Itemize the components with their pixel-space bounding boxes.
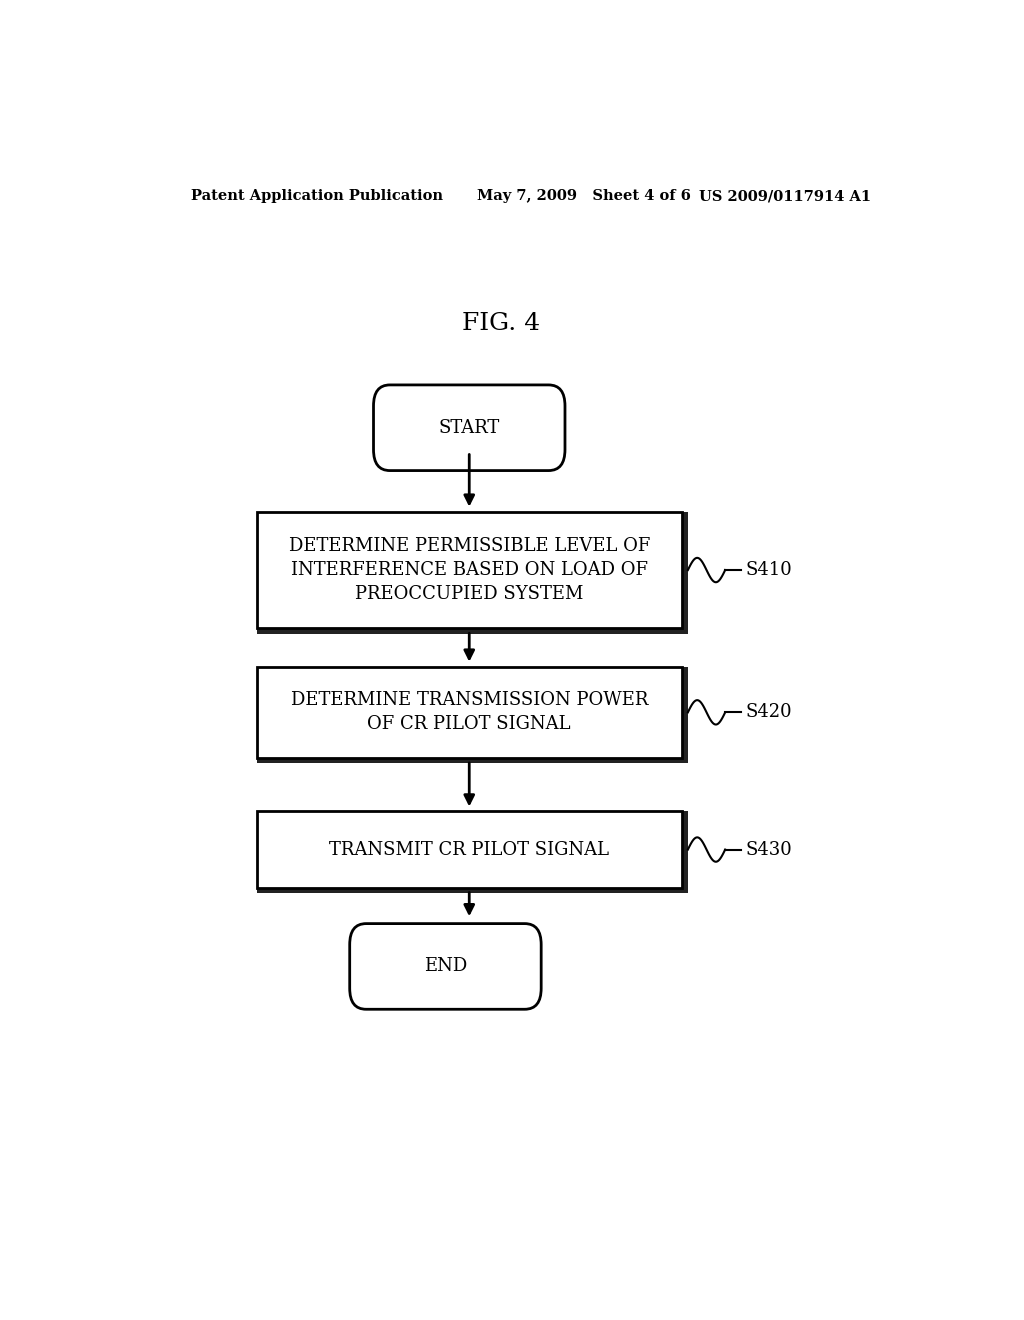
Text: DETERMINE PERMISSIBLE LEVEL OF
INTERFERENCE BASED ON LOAD OF
PREOCCUPIED SYSTEM: DETERMINE PERMISSIBLE LEVEL OF INTERFERE… xyxy=(289,537,650,603)
Bar xyxy=(257,628,688,634)
Bar xyxy=(682,512,688,634)
Bar xyxy=(257,667,682,758)
Bar xyxy=(257,812,682,887)
Text: END: END xyxy=(424,957,467,975)
Text: Patent Application Publication: Patent Application Publication xyxy=(191,189,443,203)
Text: May 7, 2009   Sheet 4 of 6: May 7, 2009 Sheet 4 of 6 xyxy=(477,189,691,203)
Text: US 2009/0117914 A1: US 2009/0117914 A1 xyxy=(699,189,871,203)
Text: S430: S430 xyxy=(745,841,792,858)
Text: S420: S420 xyxy=(745,704,792,721)
Text: TRANSMIT CR PILOT SIGNAL: TRANSMIT CR PILOT SIGNAL xyxy=(330,841,609,858)
Bar xyxy=(257,887,688,892)
FancyBboxPatch shape xyxy=(374,385,565,470)
Text: FIG. 4: FIG. 4 xyxy=(462,312,540,334)
FancyBboxPatch shape xyxy=(350,924,541,1010)
Bar xyxy=(257,758,688,763)
Bar xyxy=(682,812,688,892)
Text: S410: S410 xyxy=(745,561,792,579)
Bar xyxy=(257,512,682,628)
Bar xyxy=(682,667,688,763)
Text: DETERMINE TRANSMISSION POWER
OF CR PILOT SIGNAL: DETERMINE TRANSMISSION POWER OF CR PILOT… xyxy=(291,692,648,734)
Text: START: START xyxy=(438,418,500,437)
